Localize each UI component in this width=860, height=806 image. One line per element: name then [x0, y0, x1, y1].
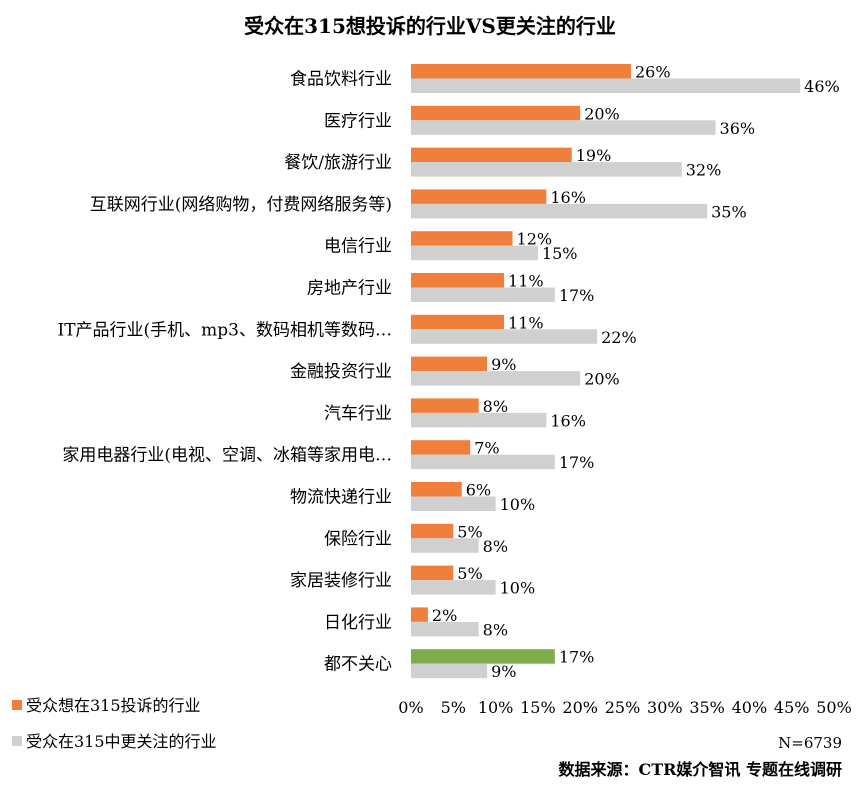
category-label: 都不关心: [324, 655, 392, 675]
value-label-attention: 35%: [711, 202, 747, 221]
bar-attention: [411, 162, 682, 177]
bar-complaint: [411, 482, 462, 497]
value-label-attention: 9%: [491, 662, 516, 681]
bar-complaint: [411, 64, 631, 79]
value-label-attention: 36%: [720, 119, 756, 138]
value-label-complaint: 26%: [635, 63, 671, 82]
value-label-attention: 32%: [686, 161, 722, 180]
value-label-complaint: 16%: [550, 188, 586, 207]
bar-attention: [411, 371, 581, 386]
chart-title: 受众在315想投诉的行业VS更关注的行业: [244, 14, 616, 38]
value-label-attention: 8%: [483, 537, 508, 556]
value-label-complaint: 7%: [474, 439, 499, 458]
bar-attention: [411, 580, 496, 595]
category-label: 家用电器行业(电视、空调、冰箱等家用电…: [62, 446, 392, 466]
bars: [411, 64, 801, 679]
category-label: 医疗行业: [324, 111, 392, 131]
bar-attention: [411, 329, 598, 344]
x-tick-label: 25%: [605, 698, 641, 717]
value-label-attention: 20%: [584, 370, 620, 389]
category-label: 房地产行业: [307, 279, 392, 299]
category-label: 金融投资行业: [290, 362, 392, 382]
category-label: 日化行业: [324, 613, 392, 633]
value-label-complaint: 5%: [457, 564, 482, 583]
legend-swatch-complaint: [12, 700, 22, 710]
x-tick-label: 50%: [816, 698, 852, 717]
bar-complaint: [411, 314, 505, 330]
bar-attention: [411, 412, 547, 428]
value-label-complaint: 11%: [508, 272, 544, 291]
value-label-attention: 8%: [483, 620, 508, 639]
legend-label-attention: 受众在315中更关注的行业: [26, 732, 217, 751]
category-label: 保险行业: [324, 529, 392, 549]
bar-complaint: [411, 105, 581, 121]
bar-attention: [411, 538, 479, 553]
legend-label-complaint: 受众想在315投诉的行业: [26, 696, 201, 715]
bar-attention: [411, 663, 488, 679]
bar-complaint: [411, 147, 572, 163]
value-label-attention: 10%: [500, 495, 536, 514]
value-label-complaint: 6%: [466, 481, 491, 500]
x-tick-label: 20%: [562, 698, 598, 717]
bar-attention: [411, 454, 555, 470]
value-label-attention: 15%: [542, 244, 578, 263]
bar-complaint: [411, 189, 547, 204]
x-tick-label: 35%: [689, 698, 725, 717]
value-label-attention: 10%: [500, 579, 536, 598]
bar-complaint: [411, 649, 555, 664]
x-tick-label: 40%: [732, 698, 768, 717]
legend-swatch-attention: [12, 736, 22, 746]
value-label-complaint: 2%: [432, 606, 457, 625]
value-label-attention: 22%: [601, 328, 637, 347]
sample-size-note: N=6739: [778, 734, 842, 752]
value-label-attention: 46%: [804, 77, 840, 96]
bar-complaint: [411, 565, 454, 581]
value-label-attention: 17%: [559, 286, 595, 305]
x-tick-label: 0%: [398, 698, 423, 717]
category-label: 物流快递行业: [290, 488, 392, 508]
bar-attention: [411, 621, 479, 637]
value-label-complaint: 5%: [457, 522, 482, 541]
value-label-complaint: 17%: [559, 648, 595, 667]
bar-attention: [411, 245, 538, 261]
value-label-complaint: 11%: [508, 313, 544, 332]
value-label-attention: 17%: [559, 453, 595, 472]
category-label: 家居装修行业: [290, 571, 392, 591]
x-tick-label: 10%: [478, 698, 514, 717]
x-axis-ticks: 0% 5% 10% 15% 20% 25% 30% 35% 40% 45% 50%: [398, 698, 851, 717]
bar-complaint: [411, 273, 505, 288]
x-tick-label: 30%: [647, 698, 683, 717]
x-tick-label: 5%: [441, 698, 466, 717]
x-tick-label: 45%: [774, 698, 810, 717]
value-labels: 26% 46% 20% 36% 19% 32% 16% 35% 12%15% 11% 17% 11% 2…: [432, 63, 840, 682]
x-tick-label: 15%: [520, 698, 556, 717]
bar-attention: [411, 496, 496, 511]
category-label: IT产品行业(手机、mp3、数码相机等数码…: [57, 320, 392, 340]
value-label-complaint: 19%: [576, 146, 612, 165]
bar-complaint: [411, 607, 428, 622]
value-label-complaint: 8%: [483, 397, 508, 416]
bar-complaint: [411, 356, 488, 372]
value-label-attention: 16%: [550, 411, 586, 430]
bar-attention: [411, 78, 801, 93]
category-label: 互联网行业(网络购物，付费网络服务等): [90, 195, 392, 215]
bar-complaint: [411, 231, 513, 246]
value-label-complaint: 9%: [491, 355, 516, 374]
bar-complaint: [411, 440, 471, 455]
bar-attention: [411, 120, 716, 135]
category-label: 汽车行业: [324, 404, 392, 424]
value-label-complaint: 20%: [584, 104, 620, 123]
bar-complaint: [411, 398, 479, 413]
category-label: 食品饮料行业: [290, 70, 392, 90]
bar-complaint: [411, 523, 454, 539]
bar-attention: [411, 203, 708, 219]
data-source: 数据来源：CTR媒介智讯 专题在线调研: [558, 760, 842, 779]
value-label-complaint: 12%: [517, 230, 553, 249]
category-label: 餐饮/旅游行业: [284, 153, 392, 173]
bar-attention: [411, 287, 555, 302]
category-label: 电信行业: [324, 237, 392, 257]
